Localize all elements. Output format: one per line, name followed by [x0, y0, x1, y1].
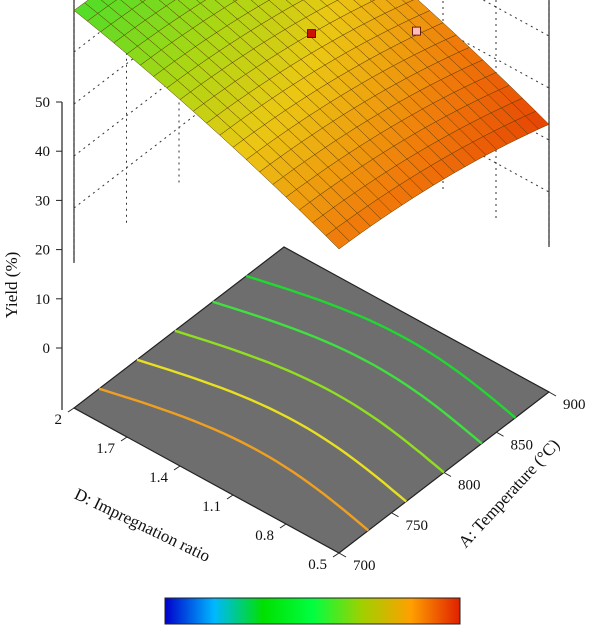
y-tick-mark: [173, 465, 181, 471]
y-tick-mark: [332, 552, 340, 558]
y-tick-label: 0.8: [255, 528, 274, 544]
colorbar-gradient: [164, 597, 461, 625]
x-tick-mark: [338, 552, 347, 558]
contour-line: [136, 358, 407, 503]
z-tick-label: 0: [43, 341, 51, 357]
design-point: [412, 26, 421, 36]
x-tick-label: 750: [406, 518, 429, 534]
z-axis-label: Yield (%): [2, 252, 21, 319]
y-tick-label: 1.1: [202, 499, 221, 515]
x-tick-mark: [548, 391, 557, 397]
floor-plane: [72, 246, 551, 554]
x-tick-mark: [391, 512, 399, 518]
y-tick-mark: [226, 494, 234, 500]
z-tick-label: 20: [35, 243, 50, 259]
colorbar: [164, 597, 461, 625]
y-tick-mark: [67, 407, 75, 413]
x-tick-label: 850: [511, 437, 534, 453]
contour-line: [174, 329, 445, 474]
x-tick-label: 900: [563, 397, 586, 413]
floor-contour-plane: [72, 246, 551, 554]
y-tick-label: 0.5: [308, 557, 327, 573]
design-point: [307, 29, 316, 39]
axis-ticks: 0 10 20 30 40 50 700 750 800 850 900 0.5 0.8 1.1 1.4 1.…: [35, 95, 586, 574]
y-tick-label: 1.7: [96, 441, 115, 457]
z-tick-label: 30: [35, 193, 50, 209]
design-points: [307, 26, 421, 39]
z-tick-label: 10: [35, 292, 50, 308]
x-tick-label: 700: [353, 558, 376, 574]
surface-cell: [196, 0, 207, 4]
z-tick-label: 40: [35, 144, 50, 160]
contour-line: [245, 274, 517, 419]
y-tick-mark: [279, 523, 287, 529]
y-tick-label: 1.4: [149, 470, 168, 486]
response-surface: [73, 0, 550, 250]
surface-cell: [325, 227, 350, 250]
y-axis-label: D: Impregnation ratio: [71, 484, 213, 565]
contour-line: [98, 387, 370, 532]
x-tick-mark: [496, 431, 504, 437]
y-tick-label: 2: [55, 412, 63, 428]
surface-cell: [139, 0, 146, 3]
floor-contours: [98, 274, 517, 532]
y-tick-mark: [120, 436, 128, 442]
x-tick-mark: [443, 472, 452, 477]
contour-line: [212, 300, 483, 445]
x-tick-label: 800: [458, 478, 481, 494]
z-tick-label: 50: [35, 95, 50, 111]
